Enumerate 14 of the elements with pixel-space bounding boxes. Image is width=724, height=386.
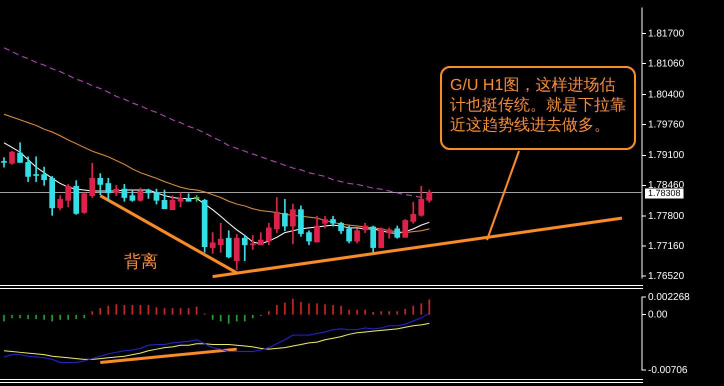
ref-line-label: 1.78308 — [648, 188, 681, 198]
y-tick-label: 0.00 — [648, 310, 668, 320]
y-tick-label: 1.81700 — [648, 28, 685, 40]
y-tick-label: 1.77160 — [648, 240, 685, 252]
y-tick-label: 1.76520 — [648, 270, 685, 282]
y-tick-label: 1.79100 — [648, 150, 685, 162]
y-tick-label: -0.00706 — [648, 364, 688, 376]
annotation: 背离 — [124, 251, 158, 273]
y-tick-label: 1.80400 — [648, 89, 685, 100]
annotation: G/U H1图，这样进场估计也挺传统。就是下拉靠近这趋势线进去做多。 — [440, 66, 636, 150]
y-tick-label: 1.79760 — [648, 119, 685, 130]
y-tick-label: 1.77800 — [648, 210, 685, 222]
y-tick-label: 0.002268 — [648, 292, 690, 303]
y-tick-label: 1.81060 — [648, 58, 685, 70]
